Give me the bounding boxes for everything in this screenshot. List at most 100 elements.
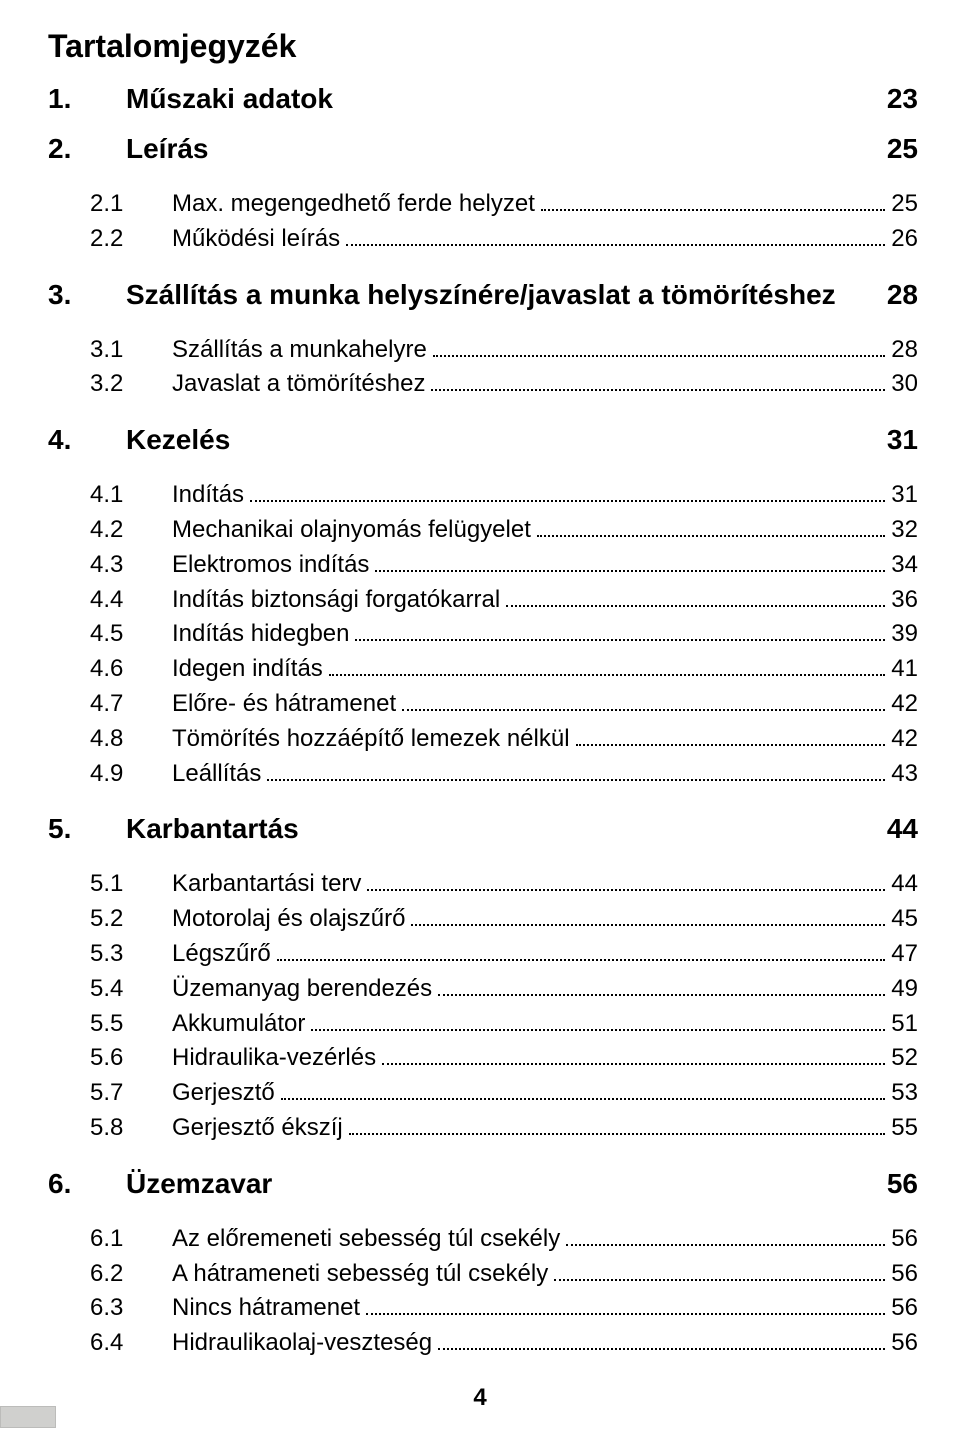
dot-leader	[566, 1244, 885, 1246]
toc-subsection-number: 5.7	[90, 1076, 172, 1111]
toc-subsection-number: 5.5	[90, 1007, 172, 1042]
dot-leader	[411, 924, 885, 926]
toc-subsection-number: 4.4	[90, 583, 172, 618]
dot-leader	[329, 674, 886, 676]
toc-subsection-title: Max. megengedhető ferde helyzet	[172, 187, 535, 222]
toc-subsection-row: 5.6Hidraulika-vezérlés52	[90, 1041, 918, 1076]
toc-section: 6.Üzemzavar566.1Az előremeneti sebesség …	[48, 1168, 918, 1361]
toc-subsection-page: 32	[891, 513, 918, 548]
dot-leader	[541, 209, 885, 211]
toc-subsection-row: 2.1Max. megengedhető ferde helyzet25	[90, 187, 918, 222]
toc-section-page: 44	[887, 813, 918, 845]
dot-leader	[576, 744, 886, 746]
dot-leader	[250, 500, 885, 502]
toc-subsection-title: Légszűrő	[172, 937, 271, 972]
toc-subsection-number: 2.2	[90, 222, 172, 257]
toc-subsection-title: Indítás biztonsági forgatókarral	[172, 583, 500, 618]
toc-subsection-title: Mechanikai olajnyomás felügyelet	[172, 513, 531, 548]
toc-subsection-title: Indítás hidegben	[172, 617, 349, 652]
toc-section-title: Műszaki adatok	[126, 83, 875, 115]
toc-subsection-group: 4.1Indítás314.2Mechanikai olajnyomás fel…	[48, 478, 918, 791]
toc-section-row: 4.Kezelés31	[48, 424, 918, 456]
toc-section-row: 1.Műszaki adatok 23	[48, 83, 918, 115]
toc-subsection-page: 44	[891, 867, 918, 902]
toc-subsection-row: 4.7Előre- és hátramenet 42	[90, 687, 918, 722]
toc-subsection-page: 30	[891, 367, 918, 402]
toc-subsection-row: 3.1Szállítás a munkahelyre28	[90, 333, 918, 368]
toc-subsection-title: Előre- és hátramenet	[172, 687, 396, 722]
toc-subsection-title: Működési leírás	[172, 222, 340, 257]
toc-subsection-page: 52	[891, 1041, 918, 1076]
toc-subsection-page: 34	[891, 548, 918, 583]
toc-section: 1.Műszaki adatok 23	[48, 83, 918, 115]
toc-section-title: Üzemzavar	[126, 1168, 875, 1200]
toc-subsection-title: Motorolaj és olajszűrő	[172, 902, 405, 937]
footer-tab-decoration	[0, 1406, 56, 1428]
toc-subsection-title: Az előremeneti sebesség túl csekély	[172, 1222, 560, 1257]
dot-leader	[433, 355, 886, 357]
toc-subsection-row: 5.3Légszűrő47	[90, 937, 918, 972]
toc-subsection-page: 39	[891, 617, 918, 652]
page-title: Tartalomjegyzék	[48, 28, 918, 65]
dot-leader	[277, 959, 886, 961]
toc-subsection-number: 6.4	[90, 1326, 172, 1361]
toc-subsection-number: 4.6	[90, 652, 172, 687]
dot-leader	[554, 1279, 885, 1281]
toc-subsection-number: 3.2	[90, 367, 172, 402]
dot-leader	[349, 1133, 886, 1135]
toc-section-page: 25	[887, 133, 918, 165]
toc-subsection-number: 6.2	[90, 1257, 172, 1292]
toc-section-page: 23	[887, 83, 918, 115]
toc-subsection-group: 6.1Az előremeneti sebesség túl csekély56…	[48, 1222, 918, 1361]
toc-subsection-page: 31	[891, 478, 918, 513]
toc-subsection-title: Hidraulikaolaj-veszteség	[172, 1326, 432, 1361]
dot-leader	[367, 889, 885, 891]
toc-section: 2.Leírás252.1Max. megengedhető ferde hel…	[48, 133, 918, 257]
toc-subsection-page: 56	[891, 1291, 918, 1326]
toc-subsection-number: 6.3	[90, 1291, 172, 1326]
toc-subsection-row: 5.4Üzemanyag berendezés49	[90, 972, 918, 1007]
toc-subsection-row: 5.7Gerjesztő53	[90, 1076, 918, 1111]
toc-subsection-page: 56	[891, 1257, 918, 1292]
toc-subsection-number: 4.8	[90, 722, 172, 757]
toc-subsection-group: 5.1Karbantartási terv445.2Motorolaj és o…	[48, 867, 918, 1145]
toc-subsection-title: A hátrameneti sebesség túl csekély	[172, 1257, 548, 1292]
toc-subsection-row: 5.1Karbantartási terv44	[90, 867, 918, 902]
toc-subsection-title: Tömörítés hozzáépítő lemezek nélkül	[172, 722, 570, 757]
toc-section: 5.Karbantartás445.1Karbantartási terv445…	[48, 813, 918, 1145]
toc-subsection-page: 47	[891, 937, 918, 972]
toc-section-number: 4.	[48, 424, 126, 456]
dot-leader	[537, 535, 885, 537]
toc-subsection-row: 4.1Indítás31	[90, 478, 918, 513]
toc-subsection-page: 42	[891, 687, 918, 722]
toc-section-title: Szállítás a munka helyszínére/javaslat a…	[126, 279, 875, 311]
toc-subsection-row: 4.5Indítás hidegben39	[90, 617, 918, 652]
toc-subsection-page: 36	[891, 583, 918, 618]
toc-section-title: Leírás	[126, 133, 875, 165]
toc-subsection-row: 4.3Elektromos indítás34	[90, 548, 918, 583]
toc-subsection-title: Indítás	[172, 478, 244, 513]
toc-subsection-page: 49	[891, 972, 918, 1007]
toc-subsection-group: 2.1Max. megengedhető ferde helyzet252.2M…	[48, 187, 918, 257]
toc-section-number: 1.	[48, 83, 126, 115]
toc-subsection-page: 42	[891, 722, 918, 757]
toc-section-row: 2.Leírás 25	[48, 133, 918, 165]
dot-leader	[281, 1098, 886, 1100]
toc-section: 4.Kezelés314.1Indítás314.2Mechanikai ola…	[48, 424, 918, 791]
toc-section-number: 2.	[48, 133, 126, 165]
dot-leader	[438, 1348, 885, 1350]
toc-subsection-page: 26	[891, 222, 918, 257]
toc-subsection-number: 4.7	[90, 687, 172, 722]
toc-subsection-title: Akkumulátor	[172, 1007, 305, 1042]
toc-subsection-page: 25	[891, 187, 918, 222]
toc-subsection-title: Szállítás a munkahelyre	[172, 333, 427, 368]
toc-subsection-page: 28	[891, 333, 918, 368]
toc-subsection-row: 6.4Hidraulikaolaj-veszteség56	[90, 1326, 918, 1361]
toc-subsection-number: 5.8	[90, 1111, 172, 1146]
toc-subsection-row: 5.5Akkumulátor51	[90, 1007, 918, 1042]
toc-subsection-title: Javaslat a tömörítéshez	[172, 367, 425, 402]
toc-subsection-title: Leállítás	[172, 757, 261, 792]
toc-subsection-row: 6.2A hátrameneti sebesség túl csekély 56	[90, 1257, 918, 1292]
toc-subsection-number: 5.1	[90, 867, 172, 902]
toc-subsection-page: 55	[891, 1111, 918, 1146]
